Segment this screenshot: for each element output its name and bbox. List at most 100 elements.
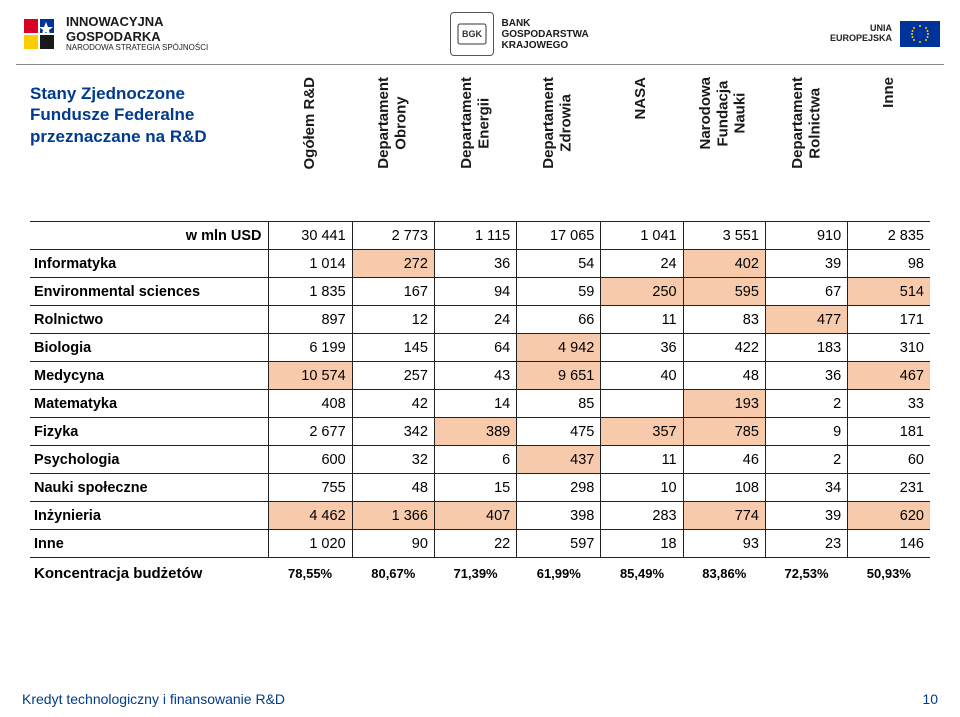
table-cell: 1 835 [268,278,352,306]
table-cell: 597 [517,530,601,558]
summary-cell: 85,49% [601,558,683,586]
table-cell: 1 020 [268,530,352,558]
table-cell: 407 [434,502,516,530]
table-cell: 1 115 [434,222,516,250]
row-label: Fizyka [30,418,268,446]
table-cell: 167 [352,278,434,306]
summary-label: Koncentracja budżetów [30,558,268,586]
table-cell: 32 [352,446,434,474]
row-label: Medycyna [30,362,268,390]
center-logo-l3: KRAJOWEGO [502,40,589,51]
page-number: 10 [922,691,938,707]
table-row: Rolnictwo8971224661183477171 [30,306,930,334]
summary-cell: 50,93% [848,558,930,586]
table-cell: 54 [517,250,601,278]
table-cell: 30 441 [268,222,352,250]
table-cell: 272 [352,250,434,278]
table-cell: 40 [601,362,683,390]
table-cell: 4 462 [268,502,352,530]
center-logo-l1: BANK [502,18,589,29]
summary-cell: 80,67% [352,558,434,586]
slide-title: Stany Zjednoczone Fundusze Federalne prz… [30,77,268,147]
table-cell: 193 [683,390,765,418]
table-cell: 11 [601,446,683,474]
table-cell: 2 835 [848,222,930,250]
table-cell: 48 [352,474,434,502]
row-label: Nauki społeczne [30,474,268,502]
table-cell: 298 [517,474,601,502]
table-cell: 183 [765,334,847,362]
summary-cell: 61,99% [517,558,601,586]
table-cell: 6 [434,446,516,474]
table-row: Medycyna10 574257439 651404836467 [30,362,930,390]
table-cell: 67 [765,278,847,306]
table-cell: 24 [601,250,683,278]
data-table: w mln USD30 4412 7731 11517 0651 0413 55… [30,221,930,586]
table-cell: 39 [765,250,847,278]
table-cell: 83 [683,306,765,334]
table-cell: 39 [765,502,847,530]
eu-text-2: EUROPEJSKA [830,34,892,44]
table-cell: 36 [765,362,847,390]
center-logo-block: BGK BANK GOSPODARSTWA KRAJOWEGO [450,12,589,56]
table-row: w mln USD30 4412 7731 11517 0651 0413 55… [30,222,930,250]
table-cell: 171 [848,306,930,334]
table-row: Inżynieria4 4621 36640739828377439620 [30,502,930,530]
title-l1: Stany Zjednoczone [30,83,268,104]
title-l3: przeznaczane na R&D [30,126,268,147]
table-cell: 2 677 [268,418,352,446]
table-cell: 36 [434,250,516,278]
slide-header: INNOWACYJNA GOSPODARKA NARODOWA STRATEGI… [0,0,960,64]
column-header: Departament Rolnictwa [765,77,848,217]
table-cell: 2 [765,390,847,418]
table-cell: 595 [683,278,765,306]
table-cell: 60 [848,446,930,474]
column-header: Departament Obrony [351,77,434,217]
table-cell: 774 [683,502,765,530]
table-cell: 6 199 [268,334,352,362]
column-header: Narodowa Fundacja Nauki [682,77,765,217]
table-cell: 181 [848,418,930,446]
table-cell: 22 [434,530,516,558]
table-cell: 1 041 [601,222,683,250]
center-logo-icon: BGK [450,12,494,56]
summary-cell: 71,39% [434,558,516,586]
table-cell: 398 [517,502,601,530]
table-cell: 66 [517,306,601,334]
summary-row: Koncentracja budżetów78,55%80,67%71,39%6… [30,558,930,586]
table-cell: 36 [601,334,683,362]
center-logo-l2: GOSPODARSTWA [502,29,589,40]
table-cell: 46 [683,446,765,474]
table-cell: 14 [434,390,516,418]
table-cell: 9 [765,418,847,446]
table-cell: 24 [434,306,516,334]
summary-cell: 72,53% [765,558,847,586]
table-cell: 90 [352,530,434,558]
table-cell: 59 [517,278,601,306]
table-cell: 1 366 [352,502,434,530]
summary-cell: 78,55% [268,558,352,586]
left-logo-sub: NARODOWA STRATEGIA SPÓJNOŚCI [66,44,208,53]
table-cell: 257 [352,362,434,390]
row-label: Biologia [30,334,268,362]
table-cell: 231 [848,474,930,502]
header-divider [16,64,944,65]
table-cell: 910 [765,222,847,250]
table-row: Informatyka1 0142723654244023998 [30,250,930,278]
table-row: Psychologia6003264371146260 [30,446,930,474]
table-row: Biologia6 199145644 94236422183310 [30,334,930,362]
table-cell: 98 [848,250,930,278]
table-cell: 422 [683,334,765,362]
table-cell: 145 [352,334,434,362]
row-label: w mln USD [30,222,268,250]
table-cell: 42 [352,390,434,418]
table-cell: 785 [683,418,765,446]
row-label: Psychologia [30,446,268,474]
table-cell: 17 065 [517,222,601,250]
table-cell [601,390,683,418]
column-header: Ogółem R&D [268,77,351,217]
column-header: Departament Zdrowia [516,77,599,217]
table-cell: 2 773 [352,222,434,250]
eu-flag-icon [900,21,940,47]
table-row: Fizyka2 6773423894753577859181 [30,418,930,446]
